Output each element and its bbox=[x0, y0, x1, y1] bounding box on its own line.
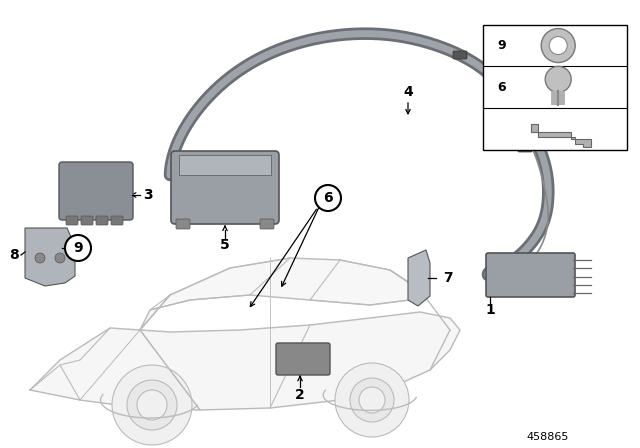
FancyBboxPatch shape bbox=[453, 51, 467, 59]
Circle shape bbox=[127, 380, 177, 430]
FancyBboxPatch shape bbox=[111, 216, 123, 225]
Circle shape bbox=[35, 253, 45, 263]
Text: 2: 2 bbox=[295, 388, 305, 402]
Text: 7: 7 bbox=[443, 271, 453, 285]
Polygon shape bbox=[140, 258, 420, 330]
Text: 5: 5 bbox=[220, 238, 230, 252]
Circle shape bbox=[359, 387, 385, 413]
Circle shape bbox=[55, 253, 65, 263]
Polygon shape bbox=[408, 250, 430, 306]
Polygon shape bbox=[25, 228, 75, 286]
Text: 4: 4 bbox=[403, 85, 413, 99]
FancyBboxPatch shape bbox=[486, 253, 575, 297]
Circle shape bbox=[315, 185, 341, 211]
Circle shape bbox=[545, 66, 572, 92]
Text: 458865: 458865 bbox=[527, 432, 569, 442]
FancyBboxPatch shape bbox=[66, 216, 78, 225]
FancyBboxPatch shape bbox=[518, 144, 532, 152]
FancyBboxPatch shape bbox=[483, 25, 627, 150]
FancyBboxPatch shape bbox=[59, 162, 133, 220]
FancyBboxPatch shape bbox=[81, 216, 93, 225]
Text: 6: 6 bbox=[323, 191, 333, 205]
Circle shape bbox=[65, 235, 91, 261]
Polygon shape bbox=[531, 124, 591, 147]
Text: 9: 9 bbox=[497, 39, 506, 52]
FancyBboxPatch shape bbox=[171, 151, 279, 224]
Polygon shape bbox=[30, 312, 460, 410]
Circle shape bbox=[335, 363, 409, 437]
Text: 8: 8 bbox=[9, 248, 19, 262]
Text: 9: 9 bbox=[73, 241, 83, 255]
Circle shape bbox=[112, 365, 192, 445]
Text: 1: 1 bbox=[485, 303, 495, 317]
FancyBboxPatch shape bbox=[96, 216, 108, 225]
Text: 6: 6 bbox=[497, 81, 506, 94]
Circle shape bbox=[137, 390, 167, 420]
FancyBboxPatch shape bbox=[260, 219, 274, 229]
Circle shape bbox=[350, 378, 394, 422]
Circle shape bbox=[541, 29, 575, 63]
Polygon shape bbox=[179, 155, 271, 175]
Text: 3: 3 bbox=[143, 188, 153, 202]
FancyBboxPatch shape bbox=[176, 219, 190, 229]
Circle shape bbox=[549, 37, 567, 55]
FancyBboxPatch shape bbox=[276, 343, 330, 375]
